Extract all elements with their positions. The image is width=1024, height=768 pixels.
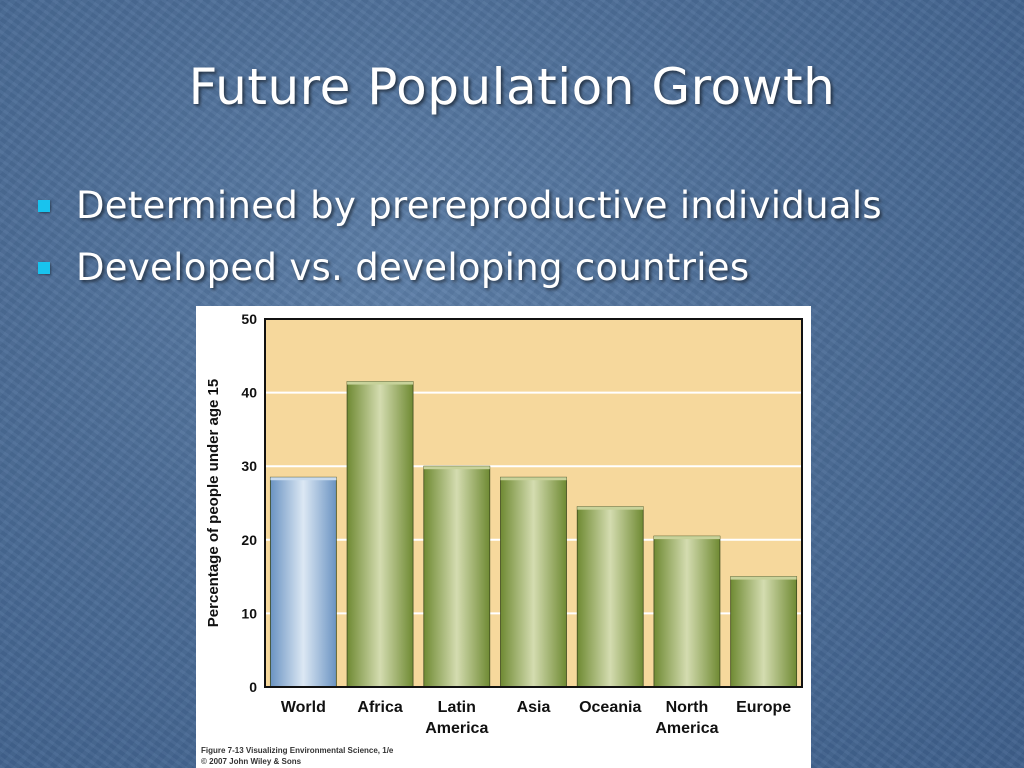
bar-top bbox=[653, 536, 720, 540]
chart-figure: 0 10 20 30 40 50 World Africa Latin America Asia Oc… bbox=[196, 306, 811, 768]
figure-credit: Figure 7-13 Visualizing Environmental Sc… bbox=[201, 746, 394, 755]
y-tick-label: 0 bbox=[249, 679, 257, 695]
bullet-square-icon bbox=[38, 262, 50, 274]
x-tick-label: Europe bbox=[736, 699, 791, 716]
bar bbox=[269, 476, 337, 688]
bullet-item: Determined by prereproductive individual… bbox=[38, 178, 882, 240]
x-tick-label: North bbox=[666, 699, 709, 716]
bar bbox=[653, 535, 721, 688]
y-tick-label: 50 bbox=[241, 311, 257, 327]
y-tick-label: 10 bbox=[241, 605, 257, 621]
bar-chart: 0 10 20 30 40 50 World Africa Latin America Asia Oc… bbox=[205, 311, 803, 737]
bullet-text: Developed vs. developing countries bbox=[76, 246, 750, 289]
bullet-item: Developed vs. developing countries bbox=[38, 240, 882, 302]
x-tick-label: Oceania bbox=[579, 699, 641, 716]
bar-top bbox=[500, 477, 567, 481]
bar-top bbox=[270, 477, 337, 481]
y-tick-label: 40 bbox=[241, 385, 257, 401]
x-tick-label: Latin bbox=[438, 699, 476, 716]
bar-top bbox=[577, 506, 644, 510]
plot-frame bbox=[264, 318, 803, 688]
bar bbox=[730, 576, 798, 688]
x-tick-label: Africa bbox=[357, 699, 402, 716]
bullet-list: Determined by prereproductive individual… bbox=[38, 178, 882, 302]
slide-title: Future Population Growth bbox=[188, 58, 836, 116]
y-tick-label: 30 bbox=[241, 458, 257, 474]
x-tick-label: America bbox=[655, 720, 718, 737]
bar bbox=[500, 476, 567, 688]
bullet-text: Determined by prereproductive individual… bbox=[76, 184, 882, 227]
y-tick-label: 20 bbox=[241, 532, 257, 548]
x-tick-label: World bbox=[281, 699, 326, 716]
bar bbox=[346, 381, 414, 688]
bullet-square-icon bbox=[38, 200, 50, 212]
y-axis-label: Percentage of people under age 15 bbox=[205, 379, 222, 627]
figure-copyright: © 2007 John Wiley & Sons bbox=[201, 757, 302, 766]
bar bbox=[423, 465, 491, 688]
bar-top bbox=[730, 576, 797, 580]
bar-top bbox=[347, 381, 414, 385]
x-tick-label: Asia bbox=[517, 699, 551, 716]
x-tick-label: America bbox=[425, 720, 488, 737]
bar bbox=[576, 506, 644, 688]
bar-top bbox=[423, 466, 490, 470]
